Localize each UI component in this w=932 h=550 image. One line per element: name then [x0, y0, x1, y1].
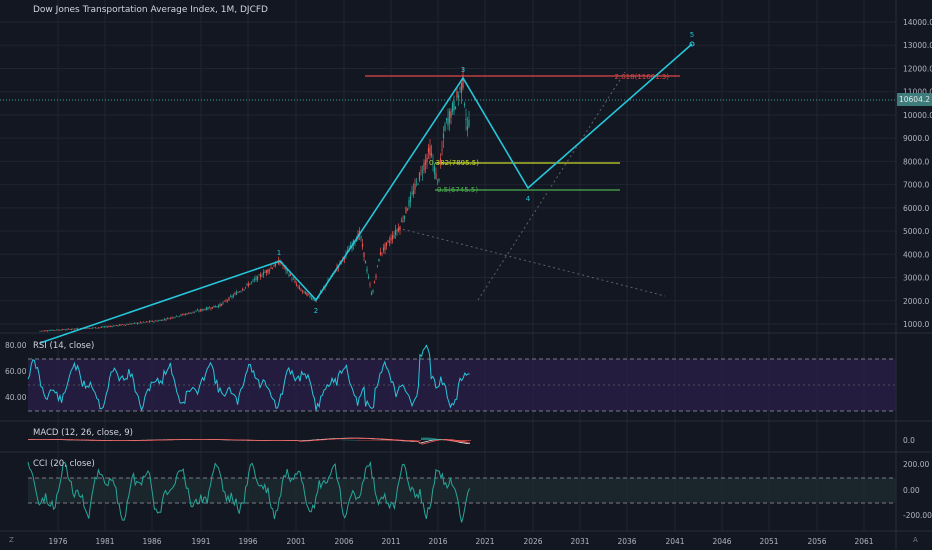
last-price-badge: 10604.2	[897, 93, 932, 106]
time-tick: 1996	[238, 537, 257, 546]
macd-label[interactable]: MACD (12, 26, close, 9)	[33, 428, 133, 438]
time-tick: 2061	[854, 537, 873, 546]
cci-axis: 200.00 0.00 -200.00	[903, 460, 932, 520]
price-tick: 4000.0	[903, 250, 929, 259]
time-tick: 2036	[617, 537, 636, 546]
time-tick: 1986	[142, 537, 161, 546]
cci-tick: -200.00	[903, 511, 932, 520]
price-tick: 8000.0	[903, 157, 929, 166]
macd-tick: 0.0	[903, 436, 915, 445]
price-tick: 9000.0	[903, 134, 929, 143]
time-tick: 2056	[807, 537, 826, 546]
macd-line[interactable]	[27, 437, 471, 444]
cci-band	[28, 478, 896, 503]
cci-tick: 0.00	[903, 486, 920, 495]
price-series[interactable]	[39, 67, 470, 332]
time-tick: 2046	[712, 537, 731, 546]
wave-label-5: 5	[690, 31, 694, 39]
rsi-tick: 80.00	[5, 341, 27, 350]
time-tick: 2006	[334, 537, 353, 546]
wave-label-2: 2	[314, 307, 318, 315]
rsi-tick: 60.00	[5, 367, 27, 376]
grid	[0, 0, 896, 531]
price-tick: 5000.0	[903, 227, 929, 236]
time-tick: 1981	[95, 537, 114, 546]
trend-line-dotted[interactable]	[477, 71, 626, 301]
chart-title: Dow Jones Transportation Average Index, …	[33, 5, 268, 15]
macd-histogram	[341, 437, 471, 442]
time-tick: 2001	[286, 537, 305, 546]
rsi-axis: 80.00 60.00 40.00	[5, 341, 27, 402]
price-tick: 6000.0	[903, 204, 929, 213]
trend-line-dotted[interactable]	[397, 227, 666, 297]
price-tick: 3000.0	[903, 274, 929, 283]
time-tick: 1976	[48, 537, 67, 546]
cci-label[interactable]: CCI (20, close)	[33, 459, 95, 469]
price-tick: 10000.0	[903, 111, 932, 120]
fib-extension-label: 2.618(11601.3)	[615, 73, 670, 81]
cci-tick: 200.00	[903, 460, 929, 469]
zoom-icon[interactable]: Z	[9, 536, 14, 544]
price-tick: 2000.0	[903, 297, 929, 306]
price-tick: 14000.0	[903, 18, 932, 27]
time-tick: 2031	[570, 537, 589, 546]
rsi-band	[28, 359, 896, 411]
time-tick: 1991	[191, 537, 210, 546]
fib-382-label: 0.382(7895.5)	[429, 159, 479, 167]
time-tick: 2041	[665, 537, 684, 546]
price-tick: 13000.0	[903, 41, 932, 50]
wave-handle[interactable]	[689, 41, 695, 47]
wave-label-3: 3	[461, 66, 465, 74]
time-tick: 2016	[428, 537, 447, 546]
wave-label-4: 4	[526, 195, 531, 203]
price-tick: 7000.0	[903, 181, 929, 190]
rsi-line[interactable]	[27, 344, 470, 412]
time-tick: 2026	[523, 537, 542, 546]
rsi-label[interactable]: RSI (14, close)	[33, 341, 95, 351]
auto-scale-button[interactable]: A	[913, 536, 918, 544]
rsi-tick: 40.00	[5, 393, 27, 402]
price-tick: 11000.0	[903, 88, 932, 97]
time-tick: 2021	[475, 537, 494, 546]
price-axis[interactable]: 14000.0 13000.0 12000.0 11000.0 10000.0 9000.…	[903, 18, 932, 329]
cci-line[interactable]	[27, 460, 471, 523]
time-tick: 2051	[759, 537, 778, 546]
elliott-wave[interactable]	[39, 43, 693, 344]
price-tick: 12000.0	[903, 64, 932, 73]
time-axis[interactable]: 1976 1981 1986 1991 1996 2001 2006 2011 2016 2021…	[48, 537, 873, 546]
wave-label-1: 1	[277, 249, 281, 257]
macd-signal-line[interactable]	[28, 437, 471, 445]
time-tick: 2011	[381, 537, 400, 546]
price-tick: 1000.0	[903, 320, 929, 329]
fib-500-label: 0.5(6745.5)	[437, 186, 478, 194]
